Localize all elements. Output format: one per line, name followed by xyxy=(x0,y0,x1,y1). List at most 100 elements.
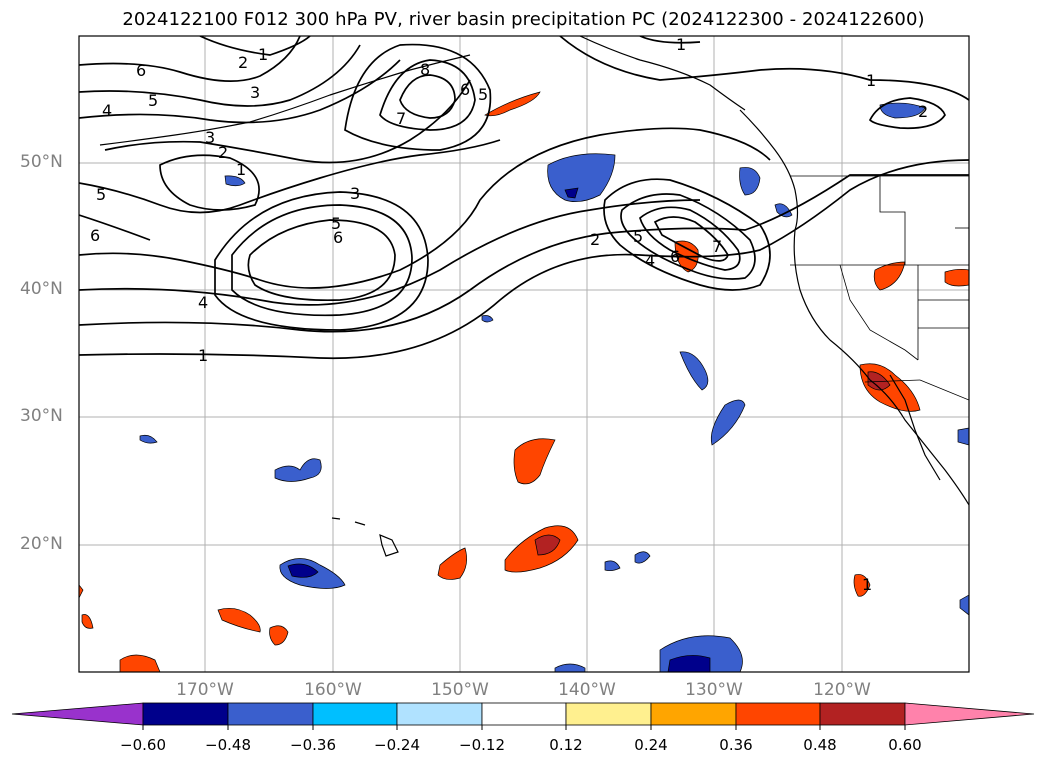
contour-label: 5 xyxy=(96,185,106,204)
contour-label: 6 xyxy=(670,247,680,266)
colorbar-swatch xyxy=(227,702,314,726)
contour-label: 4 xyxy=(102,101,112,120)
colorbar-extend-right xyxy=(904,702,1035,726)
pos-blob xyxy=(484,91,541,117)
neg-blob xyxy=(547,153,616,202)
pos-blob xyxy=(217,608,261,633)
pos-blob xyxy=(534,534,561,556)
colorbar-tick-label: −0.36 xyxy=(290,736,336,754)
contour-label: 8 xyxy=(420,60,430,79)
colorbar-tick-label: −0.60 xyxy=(120,736,166,754)
lon-label: 170°W xyxy=(176,680,234,700)
contour-label: 6 xyxy=(333,228,343,247)
contour-label: 3 xyxy=(250,83,260,102)
contour-label: 3 xyxy=(205,128,215,147)
colorbar-swatch xyxy=(735,702,821,726)
pos-blob xyxy=(867,371,891,391)
contour-label: 4 xyxy=(645,251,655,270)
colorbar-tick-label: −0.12 xyxy=(459,736,505,754)
pos-blob xyxy=(873,261,906,291)
colorbar-swatch xyxy=(819,702,906,726)
neg-blob xyxy=(287,563,319,578)
map-border xyxy=(78,35,970,673)
contour-label: 6 xyxy=(90,226,100,245)
colorbar-swatch xyxy=(565,702,652,726)
lon-label: 160°W xyxy=(304,680,362,700)
pos-blob xyxy=(119,654,161,672)
contour-label: 1 xyxy=(866,71,876,90)
contour-label: 1 xyxy=(236,160,246,179)
neg-blob xyxy=(554,663,586,672)
colorbar-tick-label: −0.24 xyxy=(374,736,420,754)
colorbar-tick-label: 0.12 xyxy=(549,736,583,754)
neg-blob xyxy=(679,351,709,391)
contour-label: 7 xyxy=(396,109,406,128)
colorbar-tick-label: −0.48 xyxy=(205,736,251,754)
contour-label: 2 xyxy=(918,102,928,121)
contour-label: 5 xyxy=(478,85,488,104)
contour-label: 5 xyxy=(148,91,158,110)
pos-blob xyxy=(853,574,871,597)
contour-label: 6 xyxy=(460,80,470,99)
colorbar-swatch xyxy=(312,702,398,726)
neg-blob xyxy=(604,560,621,572)
contour-label: 2 xyxy=(238,53,248,72)
pos-blob xyxy=(944,268,969,287)
contour-label: 2 xyxy=(218,143,228,162)
lat-label: 50°N xyxy=(20,152,63,172)
contour-label: 4 xyxy=(198,293,208,312)
colorbar-tick-label: 0.24 xyxy=(634,736,668,754)
pos-blob xyxy=(81,614,94,629)
neg-blob xyxy=(224,175,246,187)
colorbar-tick-label: 0.60 xyxy=(888,736,922,754)
contour-label: 2 xyxy=(590,230,600,249)
neg-blob xyxy=(634,551,651,564)
contour-label: 5 xyxy=(331,214,341,233)
contour-label: 3 xyxy=(350,184,360,203)
neg-blob xyxy=(274,458,322,482)
neg-blob xyxy=(710,399,746,446)
contour-label: 1 xyxy=(258,45,268,64)
colorbar-swatch xyxy=(481,702,567,726)
lon-label: 140°W xyxy=(558,680,616,700)
precip-fill xyxy=(79,91,969,672)
pv-contours xyxy=(79,36,969,360)
coastlines xyxy=(99,36,969,557)
contour-label: 1 xyxy=(676,35,686,54)
neg-blob xyxy=(739,167,761,196)
pos-blob xyxy=(859,363,921,412)
contour-labels: 6 5 4 3 2 1 2 1 3 8 6 5 7 1 2 5 6 1 3 5 … xyxy=(90,35,928,594)
figure-title: 2024122100 F012 300 hPa PV, river basin … xyxy=(122,9,925,30)
colorbar-tick-label: 0.36 xyxy=(719,736,753,754)
neg-blob xyxy=(667,655,711,672)
lon-label: 130°W xyxy=(685,680,743,700)
colorbar-swatch xyxy=(650,702,737,726)
contour-label: 1 xyxy=(198,346,208,365)
colorbar-swatch xyxy=(142,702,229,726)
contour-label: 7 xyxy=(712,237,722,256)
neg-blob xyxy=(139,434,158,444)
neg-blob xyxy=(564,187,579,199)
lat-label: 20°N xyxy=(20,534,63,554)
lon-label: 150°W xyxy=(431,680,489,700)
neg-blob xyxy=(879,102,926,119)
colorbar-swatch xyxy=(396,702,483,726)
colorbar xyxy=(11,702,1035,726)
colorbar-tick-label: 0.48 xyxy=(803,736,837,754)
pos-blob xyxy=(513,438,556,485)
lat-label: 30°N xyxy=(20,406,63,426)
lat-label: 40°N xyxy=(20,279,63,299)
neg-blob xyxy=(481,315,494,323)
colorbar-extend-left xyxy=(11,702,144,726)
contour-label: 1 xyxy=(862,575,872,594)
contour-label: 5 xyxy=(633,227,643,246)
lon-label: 120°W xyxy=(813,680,871,700)
neg-blob xyxy=(957,427,969,446)
neg-blob xyxy=(774,203,793,218)
contour-label: 6 xyxy=(136,61,146,80)
pos-blob xyxy=(79,584,84,599)
pos-blob xyxy=(437,547,467,580)
neg-blob xyxy=(959,594,969,616)
colorbar-ticks xyxy=(142,725,906,730)
